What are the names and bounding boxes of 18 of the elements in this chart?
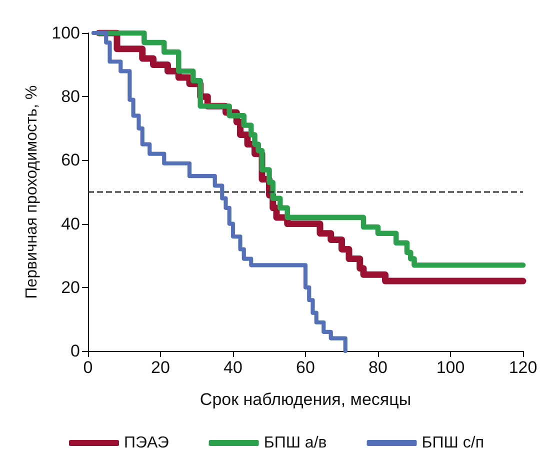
legend-label: БПШ а/в <box>264 434 327 452</box>
x-tick-label: 40 <box>224 358 242 377</box>
y-tick-label: 60 <box>61 150 80 170</box>
x-tick-label: 0 <box>83 358 93 377</box>
y-tick-label: 80 <box>61 87 80 106</box>
y-tick-label: 20 <box>61 278 80 297</box>
x-tick-label: 120 <box>508 358 538 377</box>
x-axis-title: Срок наблюдения, месяцы <box>200 390 412 409</box>
y-tick-label: 0 <box>70 342 80 360</box>
legend-label: ПЭАЭ <box>124 434 169 452</box>
x-tick-label: 20 <box>151 358 170 377</box>
x-tick-label: 100 <box>436 358 465 377</box>
y-tick-label: 100 <box>52 24 80 42</box>
x-tick-label: 60 <box>296 358 315 377</box>
x-tick-label: 80 <box>368 358 388 377</box>
y-tick-label: 40 <box>61 214 80 234</box>
legend-label: БПШ с/п <box>422 434 484 452</box>
y-axis-title: Первичная проходимость, % <box>24 85 40 299</box>
